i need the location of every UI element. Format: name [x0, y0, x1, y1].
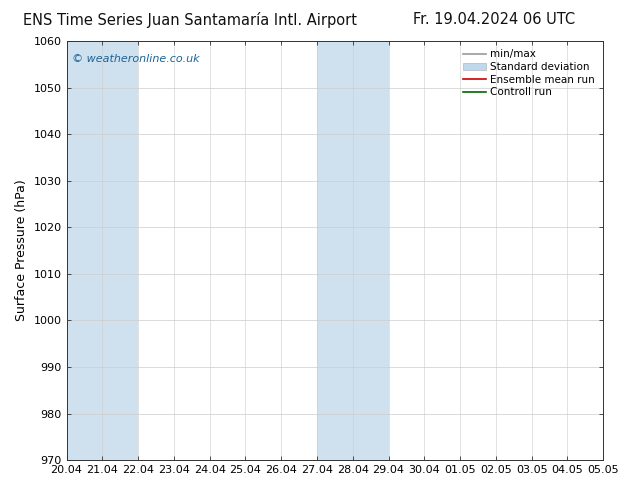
Text: © weatheronline.co.uk: © weatheronline.co.uk — [72, 53, 200, 64]
Text: Fr. 19.04.2024 06 UTC: Fr. 19.04.2024 06 UTC — [413, 12, 576, 27]
Bar — [317, 41, 353, 460]
Legend: min/max, Standard deviation, Ensemble mean run, Controll run: min/max, Standard deviation, Ensemble me… — [460, 46, 598, 100]
Bar — [353, 41, 389, 460]
Bar — [603, 41, 634, 460]
Y-axis label: Surface Pressure (hPa): Surface Pressure (hPa) — [15, 180, 28, 321]
Bar — [102, 41, 138, 460]
Bar — [67, 41, 102, 460]
Text: ENS Time Series Juan Santamaría Intl. Airport: ENS Time Series Juan Santamaría Intl. Ai… — [23, 12, 357, 28]
